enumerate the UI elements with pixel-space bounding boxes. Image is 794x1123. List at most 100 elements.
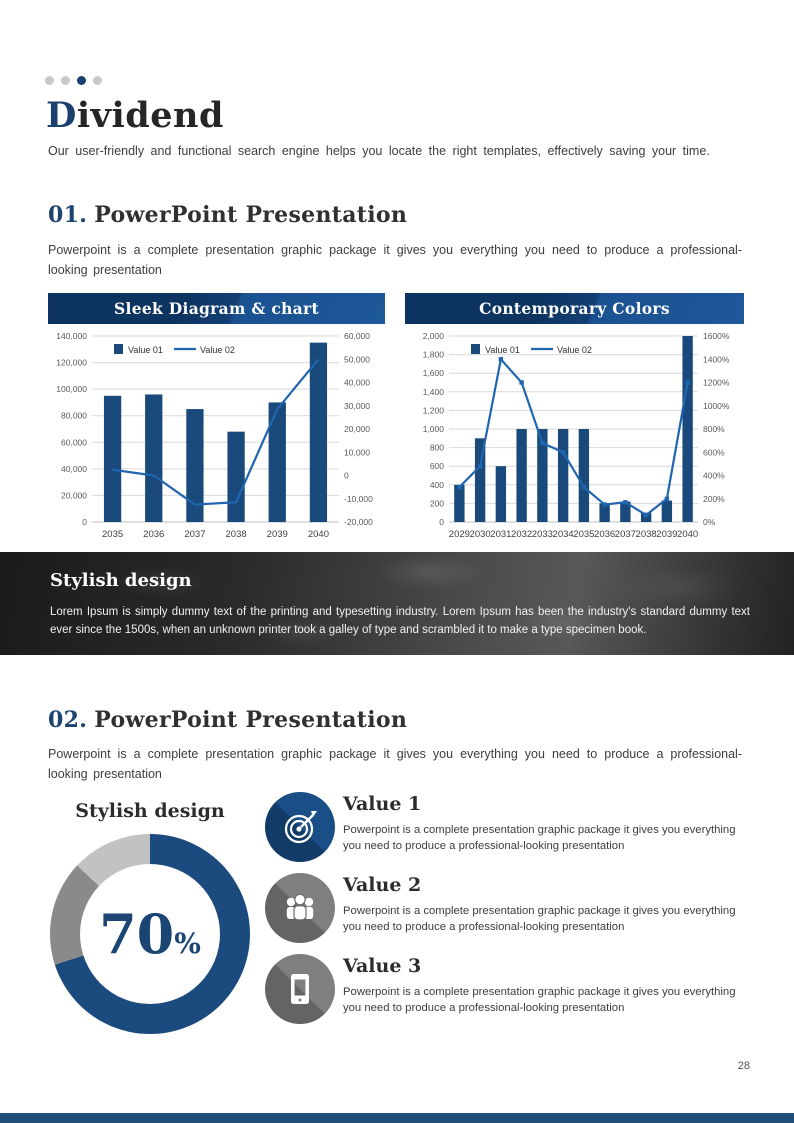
combo-chart-sleek-diagram: 0 20,000 40,000 60,000 80,000 100,000 120,000 1…	[56, 331, 373, 540]
svg-text:2031: 2031	[490, 529, 511, 540]
section2-title: PowerPoint Presentation	[94, 707, 408, 733]
svg-text:1,400: 1,400	[423, 387, 445, 397]
page-title: Dividend	[46, 95, 224, 136]
stylish-design-band: Stylish design Lorem Ipsum is simply dum…	[0, 552, 794, 655]
chart1-header: Sleek Diagram & chart	[48, 293, 385, 324]
combo-chart-contemporary-colors: 0 200 400 600 800 1,000 1,200 1,400 1,600 1,800 2,…	[423, 331, 730, 540]
section1-number: 01.	[48, 202, 88, 228]
svg-text:30,000: 30,000	[344, 401, 370, 411]
svg-text:40,000: 40,000	[344, 378, 370, 388]
smartphone-icon	[291, 974, 309, 1004]
svg-text:0: 0	[344, 471, 349, 481]
svg-text:2038: 2038	[226, 529, 247, 540]
svg-text:100,000: 100,000	[56, 384, 87, 394]
svg-text:50,000: 50,000	[344, 354, 370, 364]
svg-text:2037: 2037	[615, 529, 636, 540]
svg-text:0%: 0%	[703, 517, 716, 527]
svg-text:60,000: 60,000	[61, 437, 87, 447]
svg-text:2036: 2036	[594, 529, 615, 540]
svg-text:20,000: 20,000	[61, 490, 87, 500]
svg-text:40,000: 40,000	[61, 464, 87, 474]
section2-number: 02.	[48, 707, 88, 733]
value1-description: Powerpoint is a complete presentation gr…	[343, 824, 736, 853]
svg-text:Value 01: Value 01	[128, 345, 163, 355]
svg-text:120,000: 120,000	[56, 358, 87, 368]
section1-description: Powerpoint is a complete presentation gr…	[48, 243, 742, 277]
svg-text:1200%: 1200%	[703, 378, 730, 388]
svg-text:600%: 600%	[703, 447, 725, 457]
svg-text:2035: 2035	[102, 529, 123, 540]
svg-text:Value 02: Value 02	[200, 345, 235, 355]
svg-text:Value 01: Value 01	[485, 345, 520, 355]
value2-title: Value 2	[343, 874, 422, 896]
svg-text:2035: 2035	[573, 529, 594, 540]
svg-text:2033: 2033	[532, 529, 553, 540]
svg-text:20,000: 20,000	[344, 424, 370, 434]
chart2-header: Contemporary Colors	[405, 293, 744, 324]
svg-text:400: 400	[430, 480, 444, 490]
svg-text:800%: 800%	[703, 424, 725, 434]
chart-panel-contemporary-colors: Contemporary Colors 0 200 400 600 800 1,000 1,…	[405, 293, 744, 548]
page-number: 28	[737, 1060, 750, 1072]
donut-hole: 70%	[80, 864, 220, 1004]
svg-text:2040: 2040	[677, 529, 698, 540]
svg-text:2040: 2040	[308, 529, 329, 540]
svg-text:1,200: 1,200	[423, 405, 445, 415]
section1-heading: 01. PowerPoint Presentation	[48, 202, 407, 228]
svg-text:200%: 200%	[703, 494, 725, 504]
svg-text:2,000: 2,000	[423, 331, 445, 341]
page-title-rest: ividend	[76, 95, 224, 136]
value1-title: Value 1	[343, 793, 422, 815]
svg-text:0: 0	[82, 517, 87, 527]
value2-description: Powerpoint is a complete presentation gr…	[343, 905, 736, 934]
value2-icon-circle	[265, 873, 335, 943]
dot	[93, 76, 102, 85]
value3-icon-circle	[265, 954, 335, 1024]
svg-text:10,000: 10,000	[344, 447, 370, 457]
svg-text:2032: 2032	[511, 529, 532, 540]
svg-text:1,000: 1,000	[423, 424, 445, 434]
section2-heading: 02. PowerPoint Presentation	[48, 707, 407, 733]
svg-text:80,000: 80,000	[61, 411, 87, 421]
section1-title: PowerPoint Presentation	[94, 202, 408, 228]
svg-text:1400%: 1400%	[703, 354, 730, 364]
footer-accent-bar	[0, 1113, 794, 1123]
band-text: Lorem Ipsum is simply dummy text of the …	[50, 606, 750, 636]
people-icon	[286, 893, 314, 921]
value3-description: Powerpoint is a complete presentation gr…	[343, 986, 736, 1015]
svg-text:2039: 2039	[656, 529, 677, 540]
svg-text:2038: 2038	[636, 529, 657, 540]
svg-text:1600%: 1600%	[703, 331, 730, 341]
band-title: Stylish design	[50, 570, 192, 591]
pagination-dots	[45, 76, 102, 85]
svg-text:800: 800	[430, 443, 444, 453]
svg-text:2029: 2029	[449, 529, 470, 540]
chart-panel-sleek-diagram: Sleek Diagram & chart 0 20,000 40,000 60,00…	[48, 293, 385, 548]
svg-text:0: 0	[439, 517, 444, 527]
value1-icon-circle	[265, 792, 335, 862]
svg-text:2039: 2039	[267, 529, 288, 540]
svg-text:2034: 2034	[553, 529, 574, 540]
target-icon	[284, 811, 317, 844]
svg-text:-10,000: -10,000	[344, 494, 373, 504]
donut-chart: 70%	[50, 834, 250, 1034]
svg-text:60,000: 60,000	[344, 331, 370, 341]
svg-text:200: 200	[430, 498, 444, 508]
svg-text:600: 600	[430, 461, 444, 471]
svg-text:2036: 2036	[143, 529, 164, 540]
donut-percentage: 70%	[99, 902, 201, 966]
section2-description: Powerpoint is a complete presentation gr…	[48, 747, 742, 781]
dot-active	[77, 76, 86, 85]
dot	[61, 76, 70, 85]
dot	[45, 76, 54, 85]
donut-title: Stylish design	[75, 800, 225, 822]
svg-text:140,000: 140,000	[56, 331, 87, 341]
page-title-initial: D	[46, 95, 77, 136]
svg-text:2030: 2030	[470, 529, 491, 540]
svg-text:400%: 400%	[703, 471, 725, 481]
svg-text:-20,000: -20,000	[344, 517, 373, 527]
page-subtitle: Our user-friendly and functional search …	[48, 144, 710, 158]
svg-text:2037: 2037	[184, 529, 205, 540]
svg-text:1000%: 1000%	[703, 401, 730, 411]
svg-text:1,800: 1,800	[423, 350, 445, 360]
